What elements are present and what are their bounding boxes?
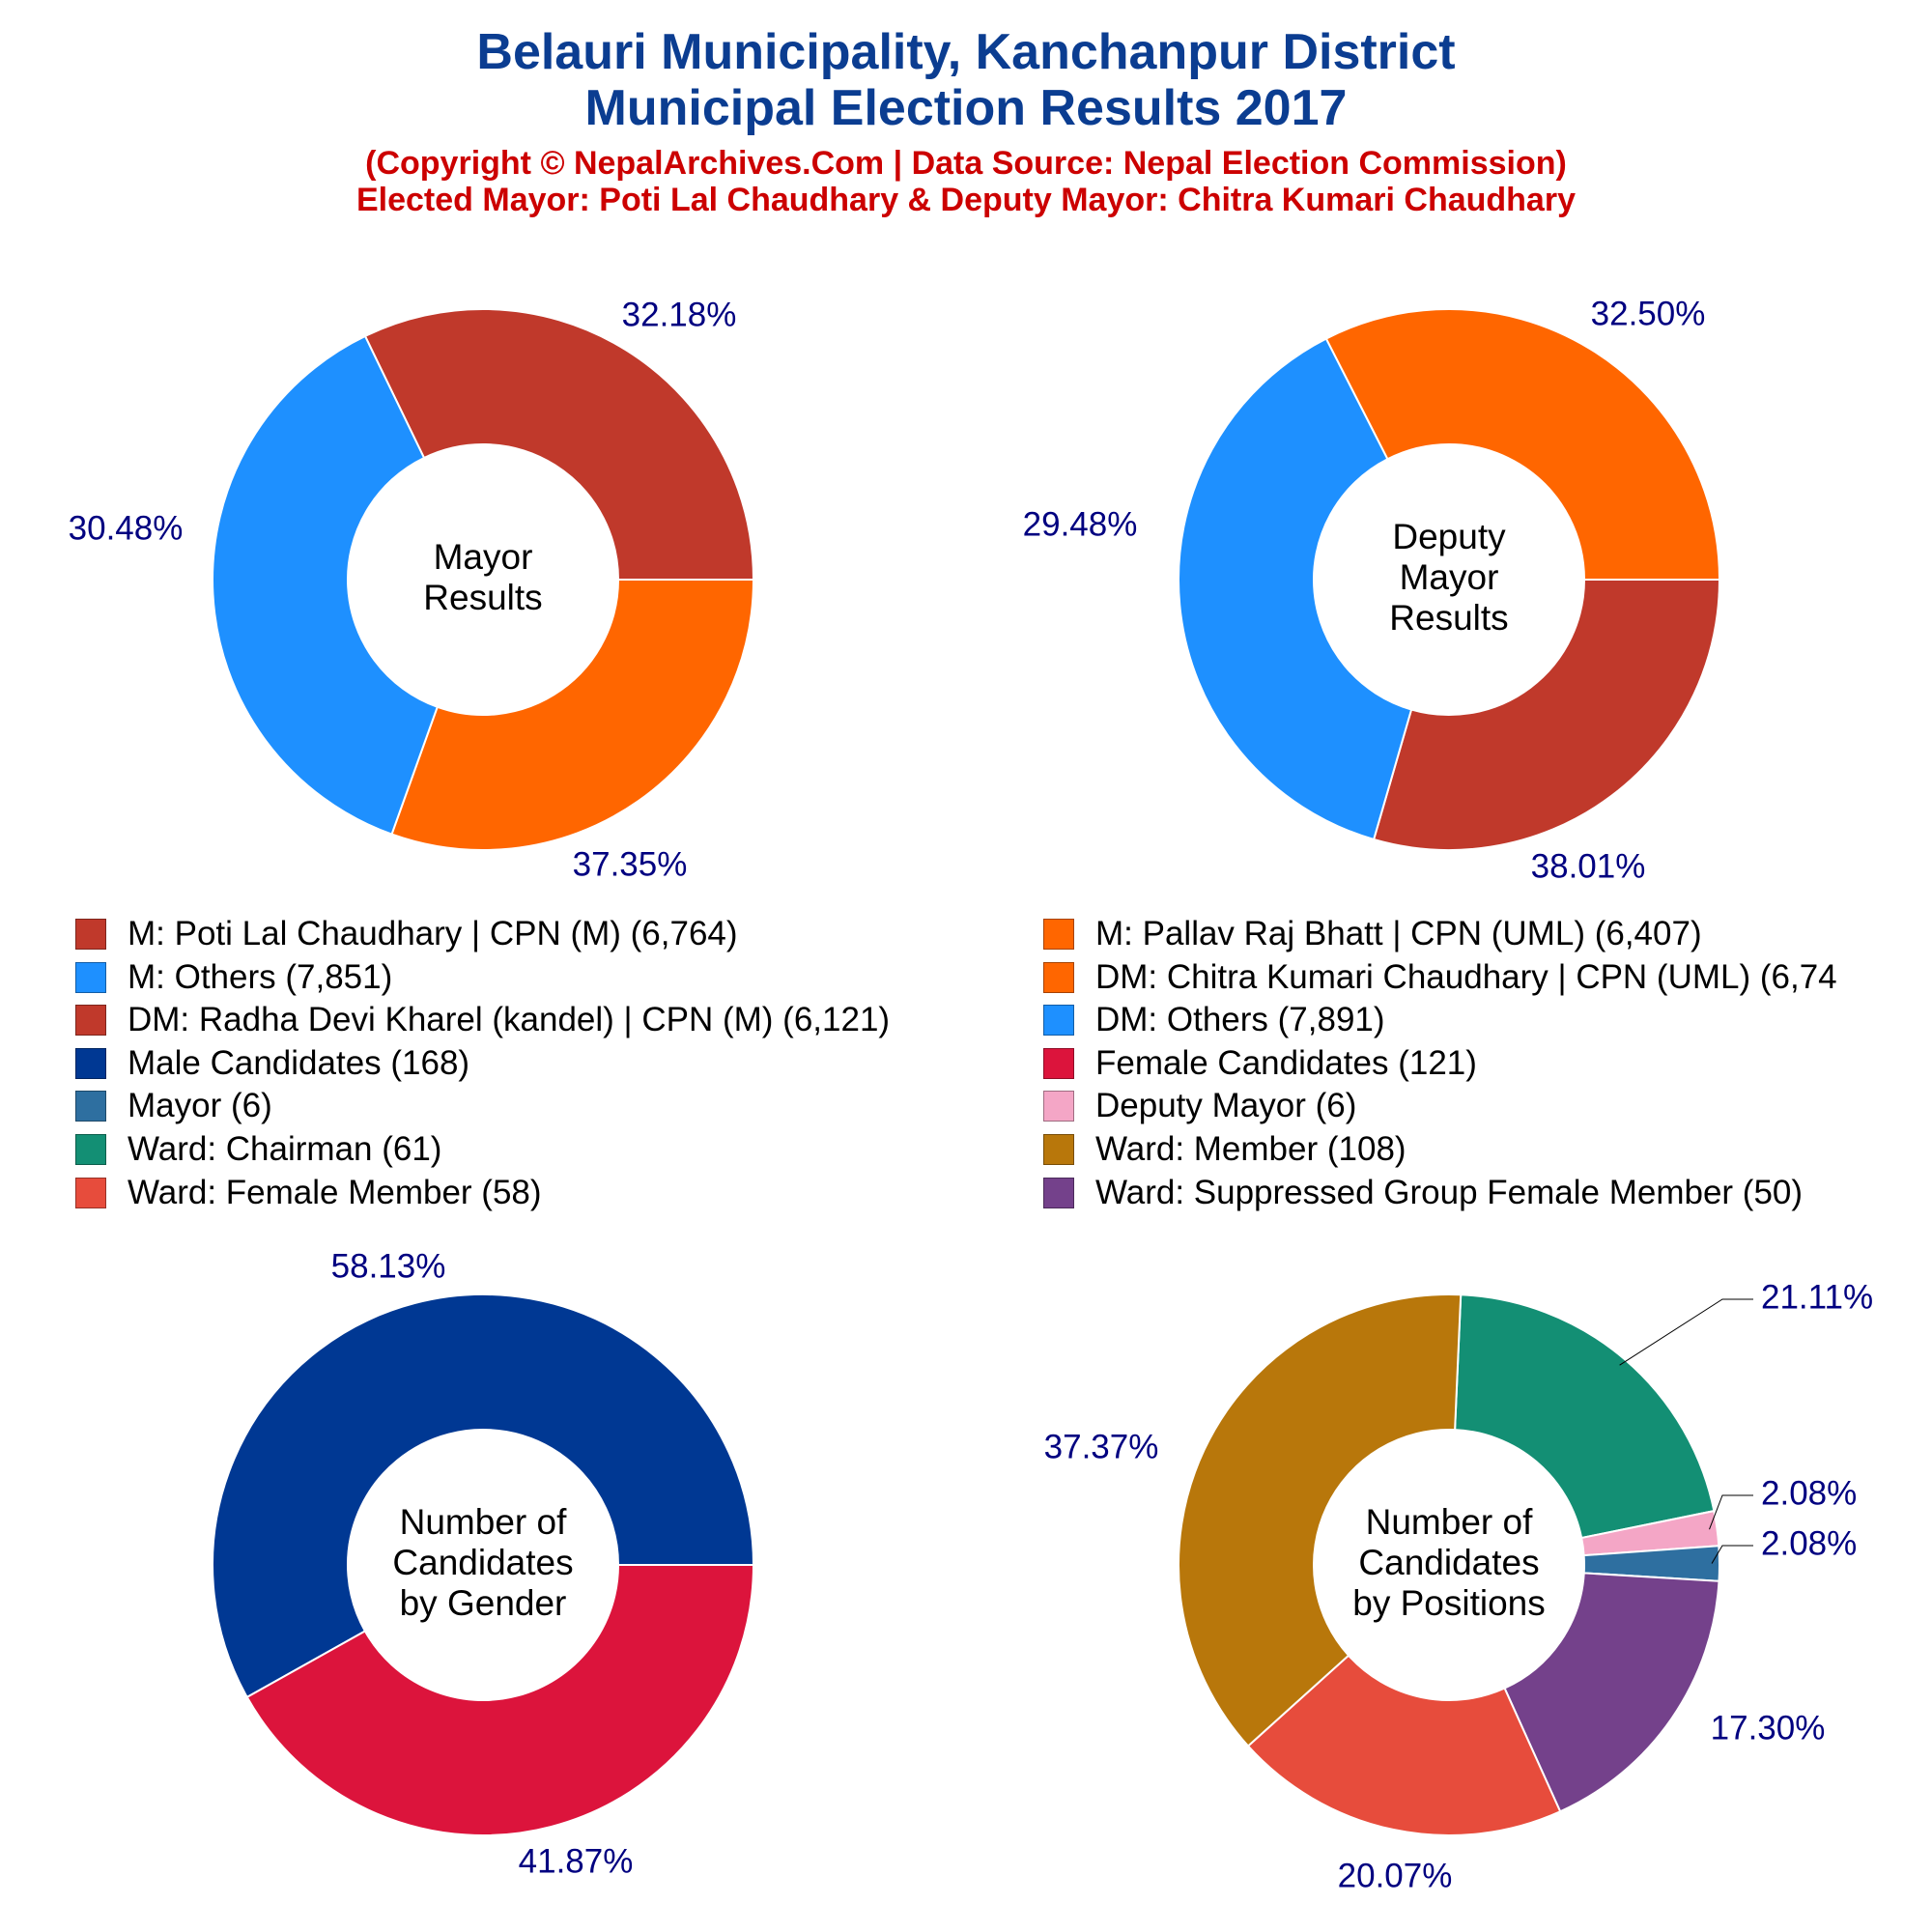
center-label: Number of <box>1366 1502 1533 1542</box>
percent-label: 2.08% <box>1761 1474 1857 1512</box>
legend-swatch <box>75 919 106 950</box>
percent-label: 41.87% <box>519 1842 634 1880</box>
chart-subtitle-elected: Elected Mayor: Poti Lal Chaudhary & Depu… <box>355 182 1576 218</box>
legend-label: Female Candidates (121) <box>1095 1043 1477 1082</box>
legend-label: M: Poti Lal Chaudhary | CPN (M) (6,764) <box>128 915 738 952</box>
legend-item: DM: Others (7,891) <box>1043 999 1385 1041</box>
chart-title-line1: Belauri Municipality, Kanchanpur Distric… <box>476 24 1456 80</box>
pie-slice <box>1178 337 1413 841</box>
pie-slice <box>1324 308 1721 581</box>
legend-item: M: Others (7,851) <box>75 956 392 999</box>
percent-label: 30.48% <box>69 509 184 547</box>
legend-swatch <box>75 1047 106 1079</box>
legend-item: Male Candidates (168) <box>75 1042 469 1085</box>
center-label: by Positions <box>1352 1583 1546 1623</box>
legend-label: Ward: Chairman (61) <box>128 1130 442 1168</box>
percent-label: 38.01% <box>1531 847 1646 885</box>
legend-swatch <box>75 1177 106 1208</box>
percent-label: 29.48% <box>1023 505 1138 543</box>
legend-label: Ward: Suppressed Group Female Member (50… <box>1095 1173 1804 1211</box>
pie-slice <box>1454 1293 1716 1540</box>
leader-line <box>1711 1545 1753 1564</box>
legend-swatch <box>1043 1091 1074 1122</box>
legend-label: M: Pallav Raj Bhatt | CPN (UML) (6,407) <box>1095 915 1702 952</box>
legend-swatch <box>1043 1005 1074 1037</box>
pie-slice <box>390 579 755 851</box>
chart-subtitle-copyright: (Copyright © NepalArchives.Com | Data So… <box>365 145 1567 182</box>
legend-swatch <box>1043 919 1074 950</box>
legend-swatch <box>75 1134 106 1165</box>
legend-label: DM: Radha Devi Kharel (kandel) | CPN (M)… <box>128 1001 891 1039</box>
legend-label: Ward: Female Member (58) <box>128 1173 542 1211</box>
center-label: Deputy <box>1392 517 1506 556</box>
center-label: Results <box>423 578 542 617</box>
center-label: Number of <box>400 1502 567 1542</box>
legend-item: Ward: Chairman (61) <box>75 1128 441 1171</box>
center-label: Results <box>1389 598 1508 638</box>
center-label: Mayor <box>434 537 533 577</box>
leader-line <box>1709 1494 1753 1530</box>
percent-label: 58.13% <box>331 1247 446 1285</box>
pie-slice <box>1246 1654 1562 1836</box>
percent-label: 2.08% <box>1761 1524 1857 1562</box>
legend-swatch <box>1043 1134 1074 1165</box>
legend-label: Deputy Mayor (6) <box>1095 1087 1357 1125</box>
legend-swatch <box>75 1091 106 1122</box>
center-label: by Gender <box>400 1583 567 1623</box>
percent-label: 37.35% <box>573 845 688 883</box>
chart-title-line2: Municipal Election Results 2017 <box>584 80 1348 136</box>
pie-slice <box>363 308 755 581</box>
leader-line <box>1619 1298 1753 1366</box>
legend-swatch <box>75 1005 106 1037</box>
percent-label: 37.37% <box>1044 1428 1159 1465</box>
donut-chart-4: 21.11% 2.08% 2.08% 17.30% 20.07% 37.37% Number… <box>1044 1278 1873 1894</box>
legend-item: M: Poti Lal Chaudhary | CPN (M) (6,764) <box>75 913 738 955</box>
percent-label: 32.18% <box>622 296 737 333</box>
legend-label: Mayor (6) <box>128 1087 272 1125</box>
legend-label: M: Others (7,851) <box>128 957 393 996</box>
percent-label: 20.07% <box>1338 1857 1453 1894</box>
pie-slice <box>245 1564 755 1836</box>
center-label: Mayor <box>1400 557 1499 597</box>
percent-label: 32.50% <box>1591 295 1706 332</box>
legend-item: Deputy Mayor (6) <box>1043 1085 1356 1127</box>
pie-slice <box>1372 579 1721 851</box>
legend-label: DM: Others (7,891) <box>1095 1001 1385 1039</box>
pie-slice <box>212 1293 755 1699</box>
legend-swatch <box>1043 1047 1074 1079</box>
legend-label: DM: Chitra Kumari Chaudhary | CPN (UML) … <box>1095 957 1837 996</box>
legend-item: Ward: Member (108) <box>1043 1128 1406 1171</box>
percent-label: 17.30% <box>1711 1709 1826 1747</box>
legend-item: Female Candidates (121) <box>1043 1042 1477 1085</box>
legend-item: M: Pallav Raj Bhatt | CPN (UML) (6,407) <box>1043 913 1702 955</box>
legend-item: Ward: Female Member (58) <box>75 1172 542 1214</box>
percent-label: 21.11% <box>1761 1278 1873 1316</box>
center-label: Candidates <box>1358 1543 1539 1582</box>
legend-item: Mayor (6) <box>75 1085 272 1127</box>
legend-item: Ward: Suppressed Group Female Member (50… <box>1043 1172 1803 1214</box>
legend-swatch <box>1043 961 1074 993</box>
legend-item: DM: Radha Devi Kharel (kandel) | CPN (M)… <box>75 999 890 1041</box>
legend-item: DM: Chitra Kumari Chaudhary | CPN (UML) … <box>1043 956 1837 999</box>
legend-label: Ward: Member (108) <box>1095 1130 1406 1168</box>
pie-slice <box>1503 1572 1720 1813</box>
center-label: Candidates <box>392 1543 573 1582</box>
pie-slice <box>212 334 440 836</box>
legend-swatch <box>75 961 106 993</box>
legend-swatch <box>1043 1177 1074 1208</box>
legend: M: Poti Lal Chaudhary | CPN (M) (6,764) M… <box>0 913 1932 1222</box>
legend-label: Male Candidates (168) <box>128 1043 470 1082</box>
pie-slice <box>1178 1293 1463 1747</box>
